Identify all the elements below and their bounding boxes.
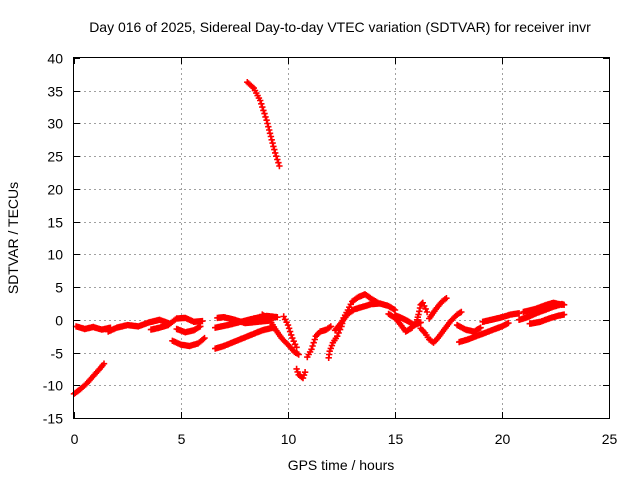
series-arc-midday-d bbox=[259, 311, 302, 358]
series-arc-midday-b bbox=[212, 324, 277, 352]
data-point-marks bbox=[391, 312, 424, 329]
x-tick-label: 25 bbox=[602, 431, 618, 447]
y-tick-label: 25 bbox=[47, 149, 63, 165]
y-tick-label: 5 bbox=[55, 280, 63, 296]
data-point-marks bbox=[520, 299, 566, 316]
y-tick-label: -5 bbox=[51, 346, 64, 362]
series-arc-afternoon-c bbox=[331, 300, 399, 334]
data-point-marks bbox=[212, 324, 277, 352]
data-point-marks bbox=[526, 311, 568, 327]
data-points bbox=[70, 79, 568, 397]
data-point-marks bbox=[169, 334, 208, 350]
series-arc-morning-e bbox=[173, 323, 204, 336]
data-point-marks bbox=[479, 310, 523, 325]
x-axis-label: GPS time / hours bbox=[288, 457, 395, 473]
series-arc-morning-d bbox=[169, 334, 208, 350]
data-point-marks bbox=[244, 79, 283, 170]
series-arc-dip bbox=[293, 365, 309, 382]
x-tick-label: 0 bbox=[71, 431, 79, 447]
data-point-marks bbox=[304, 323, 334, 361]
data-point-marks bbox=[147, 314, 206, 333]
y-tick-label: 35 bbox=[47, 84, 63, 100]
y-tick-label: 40 bbox=[47, 51, 63, 67]
y-tick-label: 20 bbox=[47, 182, 63, 198]
y-tick-label: 30 bbox=[47, 116, 63, 132]
x-tick-label: 15 bbox=[388, 431, 404, 447]
data-point-marks bbox=[214, 314, 275, 327]
data-point-marks bbox=[426, 295, 450, 322]
series-arc-evening-b bbox=[426, 295, 450, 322]
x-tick-label: 20 bbox=[495, 431, 511, 447]
series-arc-morning-a bbox=[72, 323, 114, 333]
data-point-marks bbox=[70, 360, 108, 397]
series-arc-early-low bbox=[70, 360, 108, 397]
series-arc-evening-e bbox=[479, 310, 523, 325]
series-arc-evening-c bbox=[453, 321, 484, 335]
plot-frame bbox=[73, 57, 610, 419]
y-tick-labels: -15 -10 -5 0 5 10 15 20 25 30 35 40 bbox=[43, 51, 63, 427]
series-arc-night-c bbox=[526, 311, 568, 327]
data-point-marks bbox=[453, 321, 484, 335]
data-point-marks bbox=[293, 365, 309, 382]
data-point-marks bbox=[280, 313, 300, 351]
data-point-marks bbox=[72, 323, 114, 333]
data-point-marks bbox=[331, 300, 399, 334]
x-tick-labels: 0 5 10 15 20 25 bbox=[71, 431, 618, 447]
data-point-marks bbox=[259, 311, 302, 358]
y-axis-label: SDTVAR / TECUs bbox=[5, 182, 21, 294]
data-point-marks bbox=[413, 299, 431, 326]
series-arc-afternoon-a bbox=[304, 323, 334, 361]
series-arc-midday-e bbox=[280, 313, 300, 351]
series-arc-night-b bbox=[520, 299, 566, 316]
data-point-marks bbox=[417, 308, 465, 346]
series-arc-afternoon-f bbox=[413, 299, 431, 326]
data-point-marks bbox=[173, 323, 204, 336]
y-tick-label: -15 bbox=[43, 411, 63, 427]
series-arc-evening-a bbox=[417, 308, 465, 346]
data-point-marks bbox=[456, 319, 512, 346]
axis-ticks bbox=[74, 58, 610, 419]
series-arc-morning-b bbox=[105, 316, 172, 335]
y-tick-label: 10 bbox=[47, 247, 63, 263]
series-arc-midday-c bbox=[214, 314, 275, 327]
series-arc-afternoon-e bbox=[391, 312, 424, 329]
series-arc-high bbox=[244, 79, 283, 170]
y-tick-label: -10 bbox=[43, 378, 63, 394]
y-tick-label: 0 bbox=[55, 313, 63, 329]
grid-lines bbox=[74, 58, 609, 418]
series-arc-evening-d bbox=[456, 319, 512, 346]
chart-title: Day 016 of 2025, Sidereal Day-to-day VTE… bbox=[89, 19, 591, 35]
series-arc-morning-c bbox=[147, 314, 206, 333]
data-point-marks bbox=[105, 316, 172, 335]
x-tick-label: 5 bbox=[178, 431, 186, 447]
x-tick-label: 10 bbox=[281, 431, 297, 447]
y-tick-label: 15 bbox=[47, 215, 63, 231]
